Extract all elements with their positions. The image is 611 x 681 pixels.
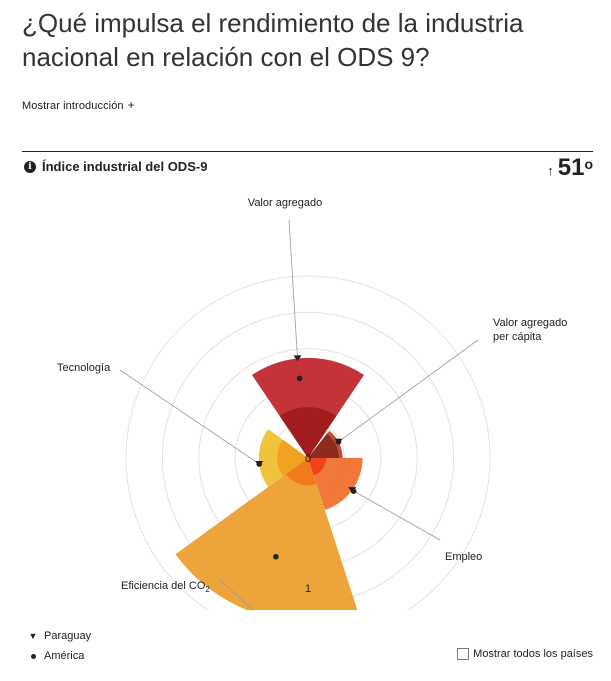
america-marker-eficiencia	[273, 553, 279, 560]
sector-empleo[interactable]	[308, 458, 363, 510]
leader-line-per_capita	[338, 339, 479, 443]
triangle-down-marker-icon: ▼	[28, 631, 38, 641]
paraguay-marker-valor_agregado	[293, 355, 302, 362]
show-all-checkbox[interactable]	[457, 648, 470, 660]
index-title: Índice industrial del ODS-9	[42, 159, 208, 174]
show-introduction-link[interactable]: Mostrar introducción +	[22, 98, 135, 112]
show-all-countries-toggle[interactable]: Mostrar todos los países	[457, 648, 593, 660]
america-marker-tecnologia	[256, 461, 263, 467]
section-divider	[22, 151, 593, 152]
scale-label-center: 0	[305, 453, 311, 465]
sector-inner-tecnologia	[277, 439, 308, 477]
axis-label-valor-agregado-per-capita-line1: Valor agregado	[493, 317, 567, 329]
leader-line-empleo	[352, 489, 441, 541]
sector-eficiencia[interactable]	[175, 458, 359, 610]
rank-display: ↑ 51 o	[547, 154, 593, 182]
info-icon[interactable]: i	[24, 160, 36, 173]
page-title: ¿Qué impulsa el rendimiento de la indust…	[22, 8, 524, 72]
america-marker-valor_agregado	[296, 375, 303, 382]
axis-label-empleo: Empleo	[445, 551, 482, 563]
show-all-label: Mostrar todos los países	[473, 648, 593, 660]
polar-area-chart: Valor agregado Valor agregado per cápita Em…	[57, 197, 567, 610]
scale-label-outer: 1	[305, 583, 311, 595]
chart-labels: Valor agregado Valor agregado per cápita Em…	[57, 197, 567, 595]
axis-label-valor-agregado: Valor agregado	[248, 197, 322, 209]
show-introduction-label: Mostrar introducción	[22, 100, 124, 112]
leader-line-tecnologia	[119, 369, 260, 465]
sector-inner-eficiencia	[285, 458, 317, 486]
leader-line-valor_agregado	[288, 219, 298, 359]
america-marker-per_capita	[335, 439, 342, 445]
legend-label-paraguay: Paraguay	[44, 630, 92, 642]
grid-ring	[125, 275, 491, 610]
index-heading: i Índice industrial del ODS-9	[24, 159, 207, 174]
legend-item-america: América	[28, 646, 91, 666]
rank-up-arrow-icon: ↑	[547, 163, 554, 178]
legend-label-america: América	[44, 650, 85, 662]
leader-line-eficiencia	[219, 579, 254, 610]
chart-leader-lines	[119, 219, 479, 610]
america-marker-empleo	[350, 488, 357, 495]
sector-inner-empleo	[308, 458, 327, 476]
chart-sectors	[175, 357, 364, 610]
rank-ordinal-suffix: o	[584, 156, 593, 172]
dot-marker-icon	[28, 651, 38, 661]
rank-number: 51	[557, 154, 585, 181]
plus-icon: +	[127, 98, 135, 112]
axis-label-valor-agregado-per-capita-line2: per cápita	[493, 331, 542, 343]
axis-label-eficiencia: Eficiencia del CO2	[121, 580, 210, 594]
legend-item-paraguay: ▼ Paraguay	[28, 626, 92, 646]
sector-inner-valor_agregado	[279, 407, 337, 458]
legend: ▼ Paraguay América	[28, 626, 92, 666]
sector-inner-per_capita	[308, 433, 339, 458]
axis-label-tecnologia: Tecnología	[57, 362, 111, 374]
chart-markers	[255, 355, 357, 560]
